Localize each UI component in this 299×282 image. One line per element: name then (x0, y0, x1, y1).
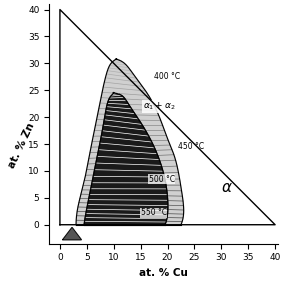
Polygon shape (76, 59, 184, 225)
Polygon shape (62, 227, 81, 240)
Text: 400 °C: 400 °C (154, 72, 180, 81)
Polygon shape (84, 92, 168, 225)
Text: $\alpha$: $\alpha$ (221, 180, 233, 195)
Text: 500 °C: 500 °C (149, 175, 175, 184)
Text: 450 °C: 450 °C (178, 142, 205, 151)
X-axis label: at. % Cu: at. % Cu (139, 268, 188, 278)
Y-axis label: at. % Zn: at. % Zn (7, 122, 37, 170)
Text: 550 °C: 550 °C (141, 208, 167, 217)
Text: $\alpha_1 + \alpha_2$: $\alpha_1 + \alpha_2$ (143, 101, 176, 112)
